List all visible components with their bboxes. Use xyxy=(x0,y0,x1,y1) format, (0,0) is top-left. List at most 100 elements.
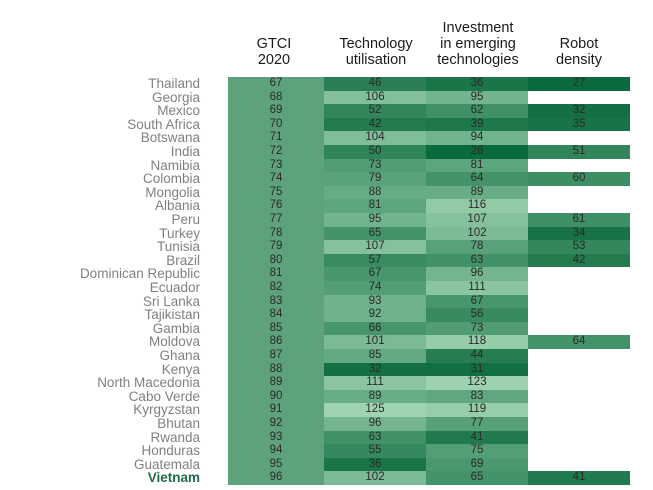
cell-gtci: 80 xyxy=(269,253,283,266)
cell-investment: 26 xyxy=(426,145,528,159)
row-label: Colombia xyxy=(142,171,200,187)
cell-investment: 31 xyxy=(426,362,528,377)
cell-tech-utilisation: 111 xyxy=(324,376,426,390)
cell-tech-utilisation: 67 xyxy=(324,267,426,281)
row-label: Sri Lanka xyxy=(142,293,200,309)
row-label: Guatemala xyxy=(133,456,200,472)
cell-tech-utilisation: 92 xyxy=(324,308,426,322)
cell-investment: 56 xyxy=(426,308,528,322)
row-label: Turkey xyxy=(159,225,200,241)
cell-investment: 116 xyxy=(426,199,528,213)
cell-tech-utilisation: 55 xyxy=(324,444,426,458)
cell-investment: 63 xyxy=(426,253,528,268)
cell-gtci: 77 xyxy=(269,213,283,225)
cell-gtci: 74 xyxy=(269,172,283,185)
cell-tech-utilisation: 65 xyxy=(324,226,426,241)
cell-investment: 39 xyxy=(426,117,528,132)
cell-gtci: 84 xyxy=(269,308,283,321)
column-header-tech-utilisation: Technology utilisation xyxy=(324,36,428,68)
column-header-gtci: GTCI 2020 xyxy=(228,36,320,68)
header-line: Investment xyxy=(442,20,514,36)
cell-gtci: 76 xyxy=(269,199,283,212)
cell-gtci: 73 xyxy=(269,158,283,171)
cell-investment: 65 xyxy=(426,471,528,485)
cell-gtci: 95 xyxy=(269,457,283,470)
cell-tech-utilisation: 96 xyxy=(324,417,426,431)
cell-investment: 107 xyxy=(426,213,528,227)
cell-tech-utilisation: 52 xyxy=(324,104,426,118)
cell-tech-utilisation: 42 xyxy=(324,117,426,132)
cell-tech-utilisation: 66 xyxy=(324,321,426,336)
cell-tech-utilisation: 125 xyxy=(324,403,426,417)
row-label: Dominican Republic xyxy=(79,266,200,282)
cell-gtci: 83 xyxy=(269,294,283,307)
cell-robot-density: 34 xyxy=(528,226,630,241)
cell-gtci: 89 xyxy=(269,376,283,389)
cell-gtci: 71 xyxy=(269,131,283,144)
cell-investment: 36 xyxy=(426,77,528,91)
cell-tech-utilisation: 81 xyxy=(324,199,426,213)
cell-tech-utilisation: 102 xyxy=(324,471,426,485)
header-line: utilisation xyxy=(345,52,407,68)
cell-gtci: 82 xyxy=(269,281,283,293)
cell-tech-utilisation: 89 xyxy=(324,389,426,404)
header-line: Robot xyxy=(559,36,599,52)
row-label: Ecuador xyxy=(149,280,200,295)
row-label: Bhutan xyxy=(157,416,200,431)
cell-investment: 41 xyxy=(426,430,528,445)
row-label: Thailand xyxy=(148,76,200,91)
cell-tech-utilisation: 88 xyxy=(324,185,426,200)
row-label: Namibia xyxy=(150,157,200,173)
header-line: technologies xyxy=(437,52,519,68)
cell-robot-density: 51 xyxy=(528,145,630,159)
cell-tech-utilisation: 73 xyxy=(324,158,426,173)
gtci-column-band xyxy=(228,77,324,485)
row-label: Mongolia xyxy=(145,184,200,200)
cell-gtci: 68 xyxy=(269,90,283,103)
cell-gtci: 81 xyxy=(269,267,283,280)
cell-tech-utilisation: 85 xyxy=(324,349,426,363)
cell-tech-utilisation: 106 xyxy=(324,90,426,105)
cell-tech-utilisation: 95 xyxy=(324,213,426,227)
cell-investment: 73 xyxy=(426,321,528,336)
row-label: India xyxy=(170,144,200,159)
row-label: Kyrgyzstan xyxy=(133,402,200,418)
cell-robot-density: 60 xyxy=(528,172,630,186)
column-header-investment: Investment in emerging technologies xyxy=(426,20,530,68)
cell-robot-density: 41 xyxy=(528,471,630,485)
cell-gtci: 79 xyxy=(269,240,283,253)
cell-tech-utilisation: 46 xyxy=(324,77,426,91)
row-label: Tajikistan xyxy=(144,307,200,323)
cell-investment: 123 xyxy=(426,376,528,390)
row-label: Rwanda xyxy=(150,429,200,445)
cell-gtci: 67 xyxy=(269,77,283,89)
cell-tech-utilisation: 74 xyxy=(324,281,426,295)
row-label: Georgia xyxy=(151,89,200,105)
header-line: 2020 xyxy=(257,52,291,68)
cell-investment: 64 xyxy=(426,172,528,186)
cell-investment: 81 xyxy=(426,158,528,173)
cell-gtci: 87 xyxy=(269,349,283,361)
cell-robot-density: 32 xyxy=(528,104,630,118)
cell-robot-density: 35 xyxy=(528,117,630,132)
row-label: Albania xyxy=(154,198,200,214)
row-label: Mexico xyxy=(157,103,200,119)
row-label: Brazil xyxy=(166,252,200,268)
row-label: Ghana xyxy=(159,348,200,363)
row-label: Gambia xyxy=(152,320,200,336)
row-label: Kenya xyxy=(161,361,200,377)
cell-tech-utilisation: 32 xyxy=(324,362,426,377)
cell-tech-utilisation: 36 xyxy=(324,457,426,472)
cell-gtci: 85 xyxy=(269,321,283,334)
cell-gtci: 93 xyxy=(269,430,283,443)
cell-gtci: 86 xyxy=(269,335,283,348)
cell-tech-utilisation: 93 xyxy=(324,294,426,309)
row-label: Cabo Verde xyxy=(128,388,200,404)
cell-investment: 67 xyxy=(426,294,528,309)
row-label: Peru xyxy=(171,212,200,227)
row-label: Honduras xyxy=(141,443,200,459)
cell-robot-density: 64 xyxy=(528,335,630,349)
cell-gtci: 92 xyxy=(269,417,283,429)
cell-investment: 94 xyxy=(426,131,528,145)
